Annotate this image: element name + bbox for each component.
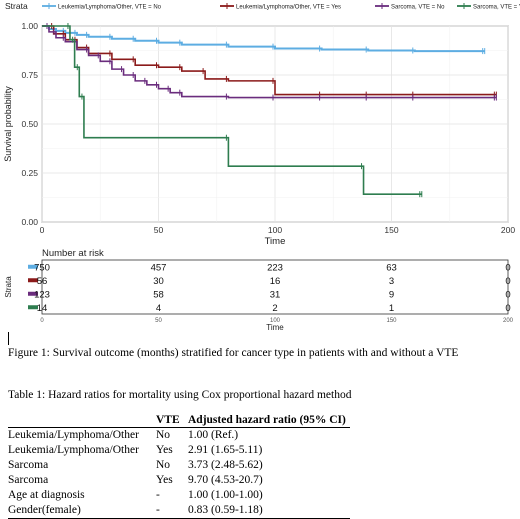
row-vte: - bbox=[156, 489, 160, 501]
risk-x-axis-title: Time bbox=[266, 323, 284, 330]
risk-row-swatch bbox=[28, 264, 38, 269]
risk-count: 1 bbox=[389, 303, 394, 314]
row-variable: Leukemia/Lymphoma/Other bbox=[8, 444, 139, 456]
row-variable: Sarcoma bbox=[8, 459, 49, 471]
risk-table-title: Number at risk bbox=[42, 248, 104, 259]
x-tick-label: 150 bbox=[384, 225, 398, 235]
risk-row-swatch bbox=[28, 278, 38, 283]
risk-count: 14 bbox=[37, 303, 48, 314]
risk-count: 0 bbox=[505, 276, 510, 287]
y-tick-label: 0.25 bbox=[21, 168, 38, 178]
table-row: Sarcoma No 3.73 (2.48-5.62) bbox=[8, 458, 350, 473]
risk-count: 16 bbox=[270, 276, 281, 287]
row-hazard-ratio: 2.91 (1.65-5.11) bbox=[188, 444, 263, 456]
risk-tick-label: 200 bbox=[503, 318, 514, 324]
y-tick-label: 0.00 bbox=[21, 217, 38, 227]
row-hazard-ratio: 0.83 (0.59-1.18) bbox=[188, 503, 350, 519]
row-vte: No bbox=[156, 459, 171, 471]
legend-label: Sarcoma, VTE = Yes bbox=[473, 5, 520, 11]
risk-count: 457 bbox=[151, 262, 167, 273]
x-tick-label: 50 bbox=[154, 225, 164, 235]
row-hazard-ratio: 3.73 (2.48-5.62) bbox=[188, 459, 263, 471]
header-variable bbox=[8, 413, 156, 428]
x-tick-label: 0 bbox=[40, 225, 45, 235]
header-hazard-ratio: Adjusted hazard ratio (95% CI) bbox=[188, 413, 350, 428]
risk-count: 9 bbox=[389, 289, 394, 300]
row-hazard-ratio: 1.00 (1.00-1.00) bbox=[188, 489, 263, 501]
row-vte: Yes bbox=[156, 444, 173, 456]
row-variable: Gender(female) bbox=[8, 503, 156, 519]
risk-count: 4 bbox=[156, 303, 161, 314]
table-caption: Table 1: Hazard ratios for mortality usi… bbox=[8, 389, 352, 401]
row-variable: Age at diagnosis bbox=[8, 489, 85, 501]
risk-count: 63 bbox=[386, 262, 397, 273]
table-row: Leukemia/Lymphoma/Other No 1.00 (Ref.) bbox=[8, 428, 350, 444]
row-variable: Sarcoma bbox=[8, 474, 49, 486]
risk-count: 31 bbox=[270, 289, 281, 300]
risk-count: 2 bbox=[272, 303, 277, 314]
legend-label: Leukemia/Lymphoma/Other, VTE = Yes bbox=[236, 5, 341, 11]
survival-curve bbox=[42, 25, 497, 99]
text-cursor bbox=[8, 332, 9, 345]
risk-count: 3 bbox=[389, 276, 394, 287]
risk-count: 0 bbox=[505, 262, 510, 273]
risk-table-panel bbox=[41, 259, 509, 315]
table-row: Leukemia/Lymphoma/Other Yes 2.91 (1.65-5… bbox=[8, 443, 350, 458]
row-vte: No bbox=[156, 429, 171, 441]
risk-row-swatch bbox=[28, 291, 38, 296]
risk-tick-label: 0 bbox=[40, 318, 44, 324]
risk-tick-label: 150 bbox=[386, 318, 397, 324]
y-tick-label: 1.00 bbox=[21, 21, 38, 31]
header-vte: VTE bbox=[156, 413, 188, 428]
row-vte: Yes bbox=[156, 474, 173, 486]
hazard-ratio-table: VTE Adjusted hazard ratio (95% CI) Leuke… bbox=[8, 413, 350, 519]
table-header-row: VTE Adjusted hazard ratio (95% CI) bbox=[8, 413, 350, 428]
risk-count: 223 bbox=[267, 262, 283, 273]
row-hazard-ratio: 9.70 (4.53-20.7) bbox=[188, 474, 263, 486]
risk-count: 750 bbox=[34, 262, 50, 273]
risk-row-swatch bbox=[28, 305, 38, 310]
risk-count: 30 bbox=[153, 276, 164, 287]
table-row: Sarcoma Yes 9.70 (4.53-20.7) bbox=[8, 473, 350, 488]
row-hazard-ratio: 1.00 (Ref.) bbox=[188, 429, 239, 441]
risk-count: 56 bbox=[37, 276, 48, 287]
legend-label: Leukemia/Lymphoma/Other, VTE = No bbox=[58, 5, 162, 11]
risk-count: 58 bbox=[153, 289, 164, 300]
figure-caption: Figure 1: Survival outcome (months) stra… bbox=[8, 347, 459, 359]
survival-figure: 0 50 100 150 2000.000.250.500.751.00TimeSurv… bbox=[3, 1, 520, 330]
legend-label: Sarcoma, VTE = No bbox=[391, 5, 445, 11]
risk-y-axis-title: Strata bbox=[4, 276, 13, 298]
y-tick-label: 0.50 bbox=[21, 119, 38, 129]
x-axis-title: Time bbox=[265, 236, 286, 247]
risk-tick-label: 100 bbox=[270, 318, 281, 324]
row-variable: Leukemia/Lymphoma/Other bbox=[8, 429, 139, 441]
y-axis-title: Survival probability bbox=[3, 86, 13, 162]
row-vte: - bbox=[156, 503, 188, 519]
x-tick-label: 100 bbox=[268, 225, 282, 235]
y-tick-label: 0.75 bbox=[21, 70, 38, 80]
x-tick-label: 200 bbox=[501, 225, 515, 235]
risk-count: 0 bbox=[505, 303, 510, 314]
table-row: Gender(female) - 0.83 (0.59-1.18) bbox=[8, 503, 350, 519]
legend-title: Strata bbox=[5, 1, 28, 11]
table-row: Age at diagnosis - 1.00 (1.00-1.00) bbox=[8, 488, 350, 503]
risk-tick-label: 50 bbox=[155, 318, 162, 324]
risk-count: 0 bbox=[505, 289, 510, 300]
risk-count: 123 bbox=[34, 289, 50, 300]
